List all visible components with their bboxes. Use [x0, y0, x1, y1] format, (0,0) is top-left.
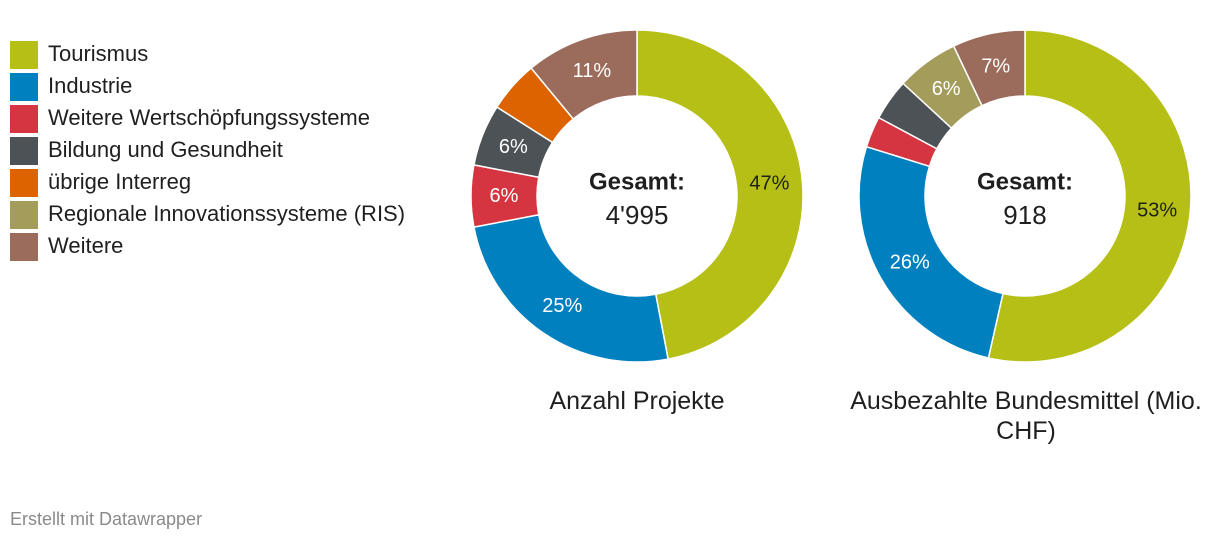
donut-slice-1-6 — [952, 29, 1026, 107]
legend-label: Tourismus — [48, 41, 149, 66]
legend-label: Bildung und Gesundheit — [48, 137, 283, 162]
donut-slice-1-1 — [858, 145, 1004, 359]
legend-swatch — [10, 137, 38, 165]
data-label-1-6: 7% — [981, 55, 1010, 77]
center-label-0: Gesamt: — [589, 169, 685, 196]
legend-item-weitere-wertschoepfungssysteme: Weitere Wertschöpfungssysteme — [10, 103, 460, 135]
chart-title-bundesmittel: Ausbezahlte Bundesmittel (Mio. CHF) — [850, 387, 1202, 445]
footer-credit: Erstellt mit Datawrapper — [10, 509, 203, 529]
legend-item-uebrige-interreg: übrige Interreg — [10, 167, 460, 199]
legend-item-industrie: Industrie — [10, 71, 460, 103]
legend-item-ris: Regionale Innovationssysteme (RIS) — [10, 199, 460, 231]
data-label-1-1: 26% — [890, 252, 930, 274]
data-label-1-5: 6% — [932, 78, 961, 100]
legend-label: Weitere — [48, 233, 124, 258]
donut-chart-1: 53% 26% 6% 7% Gesamt: 918 — [858, 29, 1192, 363]
legend-label: Industrie — [48, 73, 133, 98]
data-label-0-6: 11% — [573, 60, 612, 82]
center-value-0: 4'995 — [606, 200, 669, 230]
data-label-0-3: 6% — [499, 136, 528, 158]
center-value-1: 918 — [1003, 200, 1046, 230]
data-label-1-0: 53% — [1137, 200, 1177, 222]
donut-chart-0: 47% 25% 6% 6% 11% Gesamt: 4'995 — [470, 29, 804, 363]
legend-label: übrige Interreg — [48, 169, 192, 194]
center-label-1: Gesamt: — [977, 169, 1073, 196]
donut-slice-0-0 — [636, 29, 804, 360]
donut-slice-0-6 — [530, 29, 638, 121]
donut-slice-1-0 — [987, 29, 1192, 363]
legend: Tourismus Industrie Weitere Wertschöpfun… — [10, 39, 460, 263]
data-label-0-2: 6% — [490, 185, 519, 207]
legend-swatch — [10, 201, 38, 229]
legend-item-weitere: Weitere — [10, 231, 460, 263]
chart-title-anzahl-projekte: Anzahl Projekte — [549, 387, 725, 415]
legend-swatch — [10, 73, 38, 101]
legend-swatch — [10, 233, 38, 261]
data-label-0-1: 25% — [542, 295, 582, 317]
legend-swatch — [10, 169, 38, 197]
legend-swatch — [10, 41, 38, 69]
legend-label: Weitere Wertschöpfungssysteme — [48, 105, 370, 130]
data-label-0-0: 47% — [749, 172, 789, 194]
legend-item-tourismus: Tourismus — [10, 39, 460, 71]
legend-label: Regionale Innovationssysteme (RIS) — [48, 201, 406, 226]
legend-swatch — [10, 105, 38, 133]
donut-slice-0-1 — [473, 213, 669, 363]
legend-item-bildung-gesundheit: Bildung und Gesundheit — [10, 135, 460, 167]
